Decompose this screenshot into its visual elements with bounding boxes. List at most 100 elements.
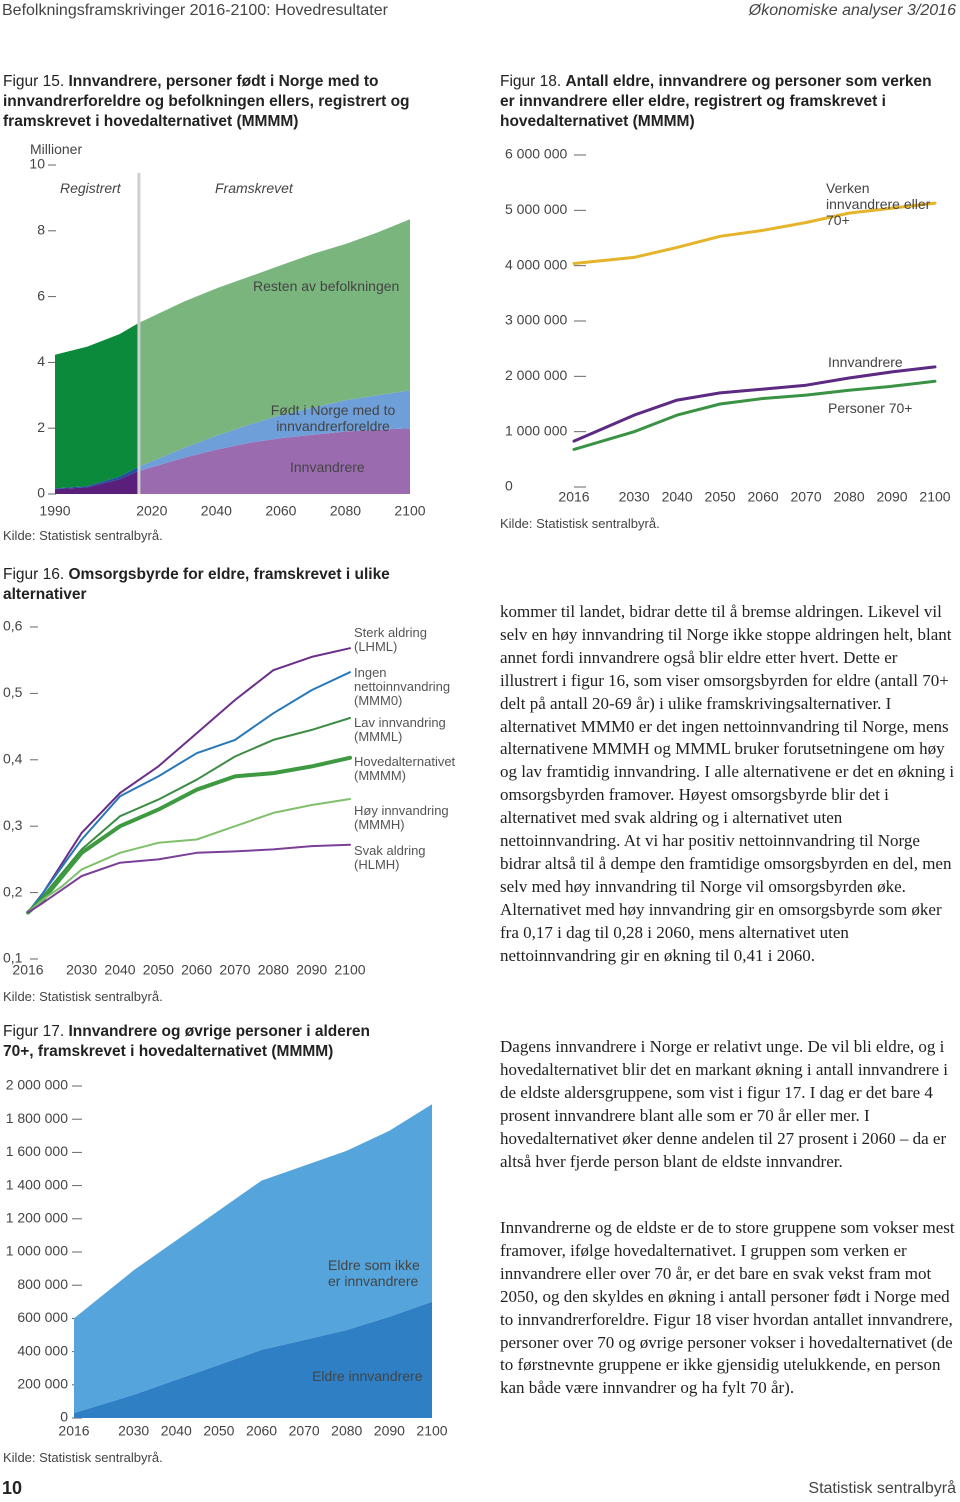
area — [74, 1301, 432, 1418]
y-tick-label: 0,1 — [3, 950, 23, 966]
y-tick-label: 800 000 — [17, 1276, 68, 1292]
y-tick-label: 0 — [60, 1409, 68, 1425]
x-tick-label: 2080 — [258, 962, 289, 978]
x-tick-label: 2060 — [246, 1423, 277, 1439]
y-tick-label: 0 — [505, 478, 513, 494]
y-tick-label: 1 200 000 — [6, 1210, 68, 1226]
publisher: Statistisk sentralbyrå — [808, 1480, 956, 1497]
y-tick-label: 3 000 000 — [505, 312, 567, 328]
source: Kilde: Statistisk sentralbyrå. — [3, 1450, 163, 1465]
area — [74, 1104, 432, 1413]
y-tick-label: 0,5 — [3, 684, 23, 700]
y-tick-label: 1 600 000 — [6, 1143, 68, 1159]
x-tick-label: 2060 — [265, 503, 296, 519]
figure-number: Figur 17. — [3, 1023, 65, 1040]
x-tick-label: 2090 — [374, 1423, 405, 1439]
source: Kilde: Statistisk sentralbyrå. — [500, 516, 660, 531]
x-tick-label: 2080 — [330, 503, 361, 519]
y-tick-label: 1 800 000 — [6, 1110, 68, 1126]
series-label: Eldre som ikke er innvandrere — [328, 1257, 420, 1289]
paragraph: kommer til landet, bidrar dette til å br… — [500, 602, 955, 965]
x-tick-label: 2060 — [181, 962, 212, 978]
x-tick-label: 2016 — [58, 1423, 89, 1439]
y-tick-label: 2 — [37, 419, 45, 435]
y-tick-label: 4 — [37, 353, 45, 369]
y-tick-label: 8 — [37, 222, 45, 238]
x-tick-label: 2090 — [876, 489, 907, 505]
y-tick-label: 1 000 000 — [6, 1243, 68, 1259]
line — [572, 379, 937, 451]
area — [138, 390, 410, 471]
y-tick-label: 1 400 000 — [6, 1176, 68, 1192]
running-title: Befolkningsframskrivinger 2016-2100: Hov… — [2, 2, 388, 19]
y-tick-label: 200 000 — [17, 1376, 68, 1392]
x-tick-label: 2030 — [619, 489, 650, 505]
publication: Økonomiske analyser 3/2016 — [748, 2, 956, 19]
y-tick-label: 2 000 000 — [505, 367, 567, 383]
line — [26, 755, 352, 915]
series-label: Personer 70+ — [828, 400, 913, 416]
x-tick-label: 1990 — [39, 503, 70, 519]
x-tick-label: 2050 — [143, 962, 174, 978]
x-tick-label: 2016 — [558, 489, 589, 505]
x-tick-label: 2080 — [331, 1423, 362, 1439]
area — [55, 466, 139, 490]
area — [55, 471, 139, 494]
x-tick-label: 2030 — [118, 1423, 149, 1439]
series-label: Resten av befolkningen — [253, 278, 400, 294]
x-tick-label: 2080 — [833, 489, 864, 505]
page-number: 10 — [2, 1478, 23, 1498]
legend-entry: Høy innvandring (MMMH) — [354, 803, 449, 832]
x-tick-label: 2100 — [919, 489, 950, 505]
legend-entry: Svak aldring (HLMH) — [354, 843, 426, 872]
source: Kilde: Statistisk sentralbyrå. — [3, 528, 163, 543]
x-tick-label: 2040 — [104, 962, 135, 978]
paragraph: Innvandrerne og de eldste er de to store… — [500, 1218, 955, 1398]
period-label: Framskrevet — [215, 180, 293, 196]
y-tick-label: 0,3 — [3, 817, 23, 833]
x-tick-label: 2050 — [705, 489, 736, 505]
area — [138, 219, 410, 467]
source: Kilde: Statistisk sentralbyrå. — [3, 989, 163, 1004]
legend-entry: Hovedalternativet (MMMM) — [354, 754, 456, 783]
y-tick-label: 2 000 000 — [6, 1077, 68, 1093]
y-tick-label: 5 000 000 — [505, 201, 567, 217]
x-tick-label: 2050 — [203, 1423, 234, 1439]
x-tick-label: 2070 — [289, 1423, 320, 1439]
x-tick-label: 2016 — [12, 962, 43, 978]
series-label: Verken innvandrere eller 70+ — [826, 180, 931, 228]
line — [27, 798, 351, 914]
y-tick-label: 0,6 — [3, 618, 23, 634]
x-tick-label: 2030 — [66, 962, 97, 978]
x-tick-label: 2070 — [219, 962, 250, 978]
legend-entry: Ingen nettoinnvandring (MMM0) — [354, 665, 451, 708]
y-tick-label: 0,4 — [3, 751, 23, 767]
line — [27, 717, 351, 914]
paragraph: Dagens innvandrere i Norge er relativt u… — [500, 1037, 948, 1171]
figure-title: Omsorgsbyrde for eldre, framskrevet i ul… — [3, 566, 390, 603]
line — [27, 647, 351, 914]
y-tick-label: 10 — [29, 156, 45, 172]
x-tick-label: 2090 — [296, 962, 327, 978]
x-tick-label: 2060 — [748, 489, 779, 505]
y-tick-label: 6 — [37, 287, 45, 303]
x-tick-label: 2100 — [416, 1423, 447, 1439]
x-tick-label: 2040 — [161, 1423, 192, 1439]
x-tick-label: 2040 — [662, 489, 693, 505]
y-tick-label: 400 000 — [17, 1342, 68, 1358]
legend-entry: Sterk aldring (LHML) — [354, 625, 427, 654]
figure-caption: Figur 18. Antall eldre, innvandrere og p… — [500, 72, 950, 132]
figure-number: Figur 15. — [3, 73, 65, 90]
y-tick-label: 0 — [37, 485, 45, 501]
figure-caption: Figur 15. Innvandrere, personer født i N… — [3, 72, 418, 132]
series-label: Innvandrere — [290, 459, 365, 475]
y-tick-label: 0,2 — [3, 883, 23, 899]
area — [138, 428, 410, 494]
x-tick-label: 2100 — [334, 962, 365, 978]
x-tick-label: 2100 — [394, 503, 425, 519]
line — [572, 365, 937, 443]
figure-number: Figur 18. — [500, 73, 562, 90]
